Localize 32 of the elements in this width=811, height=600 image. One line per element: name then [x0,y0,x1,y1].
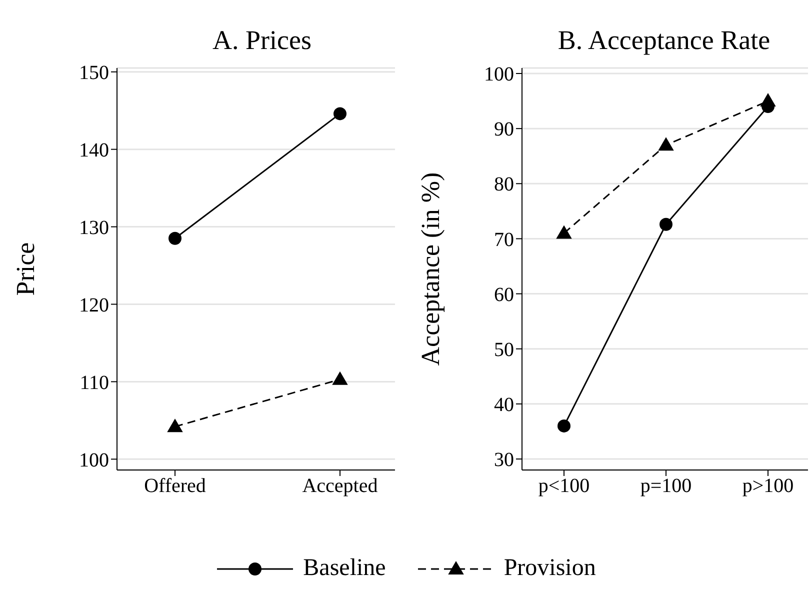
legend-label: Baseline [303,555,386,582]
y-tick-label: 50 [494,338,514,361]
x-tick-label: p=100 [640,475,692,498]
y-tick-label: 110 [80,372,109,394]
y-tick-label: 100 [79,449,109,472]
chart-title: A. Prices [212,25,312,55]
point [660,218,672,231]
y-tick-label: 70 [494,228,514,251]
point [558,419,570,432]
chart-title: B. Acceptance Rate [558,25,770,55]
y-tick-label: 130 [79,216,109,239]
y-axis-title: Price [11,242,40,296]
x-tick-label: Offered [144,475,206,498]
point [760,94,776,107]
point [168,232,182,245]
y-axis-title: Acceptance (in %) [416,172,446,366]
point [556,226,572,239]
y-tick-label: 140 [79,139,109,162]
legend-label: Provision [504,555,596,582]
y-tick-label: 40 [494,394,514,416]
point [334,107,346,120]
y-tick-label: 90 [494,118,514,141]
y-tick-label: 60 [494,284,514,306]
y-tick-label: 80 [494,174,514,196]
y-tick-label: 100 [484,64,514,86]
y-tick-label: 150 [79,62,109,84]
point [658,138,674,151]
x-tick-label: p>100 [742,475,794,498]
y-tick-label: 30 [494,449,514,472]
x-tick-label: p<100 [538,475,590,498]
y-tick-label: 120 [79,294,109,316]
x-tick-label: Accepted [302,475,378,498]
